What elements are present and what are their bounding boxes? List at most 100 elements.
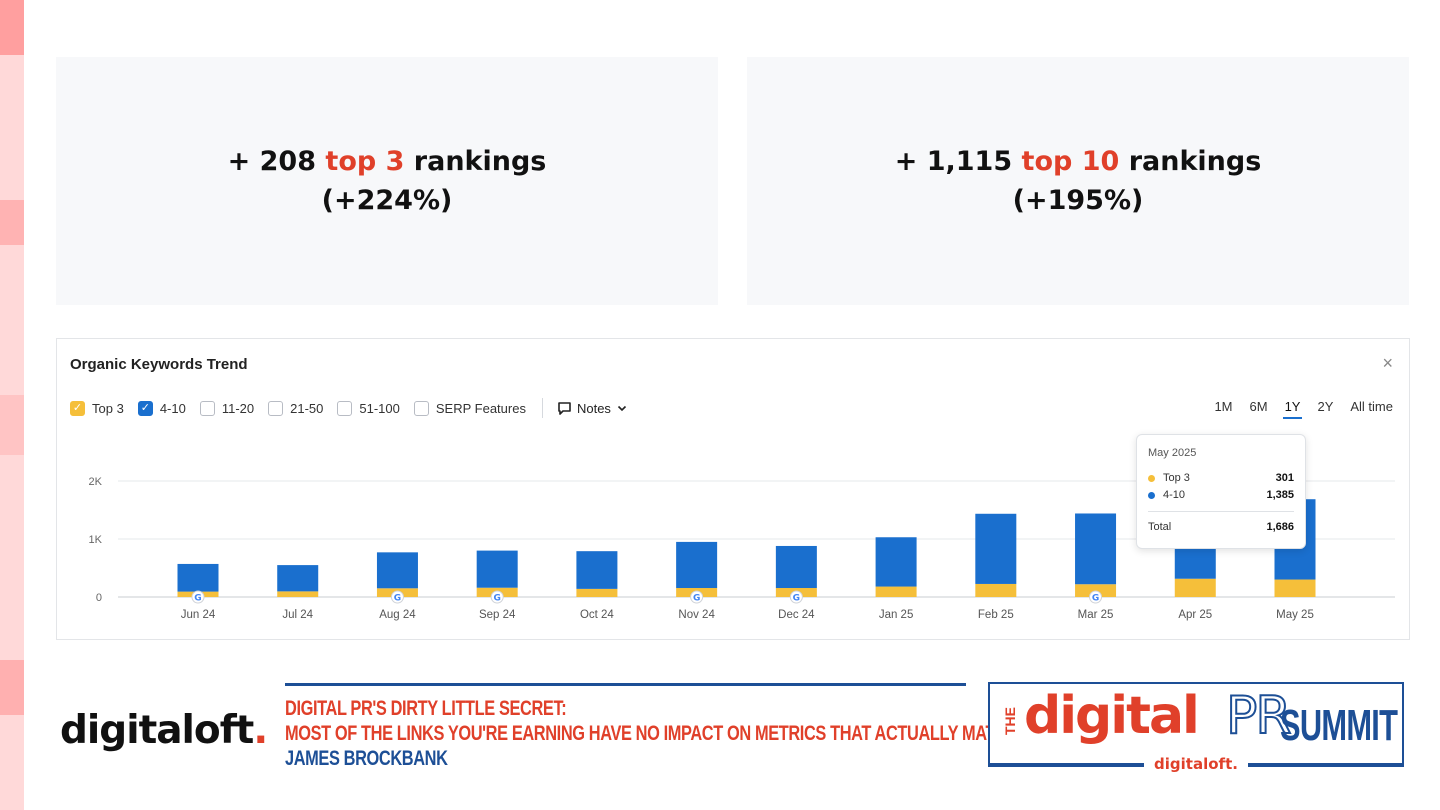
google-update-icon[interactable]: G: [490, 590, 504, 604]
tooltip-value: 301: [1275, 472, 1294, 484]
filter-51-100[interactable]: 51-100: [337, 400, 400, 416]
bar-4-10[interactable]: [576, 551, 618, 589]
google-update-icon[interactable]: G: [191, 590, 205, 604]
speaker-name: JAMES BROCKBANK: [285, 747, 448, 770]
svg-text:G: G: [493, 594, 500, 604]
bar-top-3[interactable]: [1274, 579, 1316, 597]
stat-percent: (+195%): [1012, 185, 1144, 216]
tooltip-label: Top 3: [1163, 472, 1190, 484]
stat-highlight: top 3: [325, 146, 405, 177]
tooltip-total-value: 1,686: [1266, 521, 1294, 533]
y-tick-label: 0: [96, 592, 102, 604]
stat-count: + 208: [227, 146, 326, 177]
summit-pr: PR: [1225, 685, 1292, 747]
svg-text:G: G: [394, 594, 401, 604]
svg-text:G: G: [693, 594, 700, 604]
filter-4-10[interactable]: ✓ 4-10: [137, 400, 186, 416]
bar-top-3[interactable]: [277, 591, 319, 597]
stat-suffix: rankings: [1119, 146, 1262, 177]
bar-4-10[interactable]: [177, 563, 219, 592]
chevron-down-icon: [617, 405, 627, 412]
range-tab-6m[interactable]: 6M: [1249, 399, 1268, 414]
tooltip-title: May 2025: [1148, 447, 1197, 459]
tooltip-value: 1,385: [1266, 489, 1294, 501]
checkbox-checked-icon[interactable]: ✓: [137, 400, 153, 416]
bar-4-10[interactable]: [1075, 513, 1117, 585]
range-tab-1m[interactable]: 1M: [1214, 399, 1233, 414]
bar-top-3[interactable]: [975, 583, 1017, 597]
bar-top-3[interactable]: [1174, 578, 1216, 597]
summit-sub-brand: digitaloft.: [1144, 755, 1248, 773]
checkbox-checked-icon[interactable]: ✓: [70, 400, 85, 416]
bar-top-3[interactable]: [875, 586, 917, 597]
panel-title: Organic Keywords Trend: [70, 356, 248, 373]
brand-dot: .: [253, 708, 268, 753]
stat-text: + 1,115 top 10 rankings (+195%): [895, 142, 1262, 220]
tooltip-row-total: Total 1,686: [1148, 520, 1294, 534]
range-tab-1y[interactable]: 1Y: [1282, 399, 1303, 419]
range-tabs: 1M 6M 1Y 2Y All time: [1197, 399, 1393, 419]
bar-4-10[interactable]: [476, 550, 518, 588]
stat-card-top10: + 1,115 top 10 rankings (+195%): [747, 57, 1409, 305]
brand-name: digitaloft: [60, 708, 254, 753]
range-tab-2y[interactable]: 2Y: [1317, 399, 1334, 414]
bar-4-10[interactable]: [975, 513, 1017, 584]
checkbox-icon[interactable]: [413, 400, 429, 416]
google-update-icon[interactable]: G: [690, 590, 704, 604]
range-tab-all-time[interactable]: All time: [1350, 399, 1393, 414]
stat-count: + 1,115: [894, 146, 1022, 177]
filter-label: 4-10: [159, 400, 186, 416]
close-icon[interactable]: ×: [1382, 353, 1393, 373]
filter-top3[interactable]: ✓ Top 3: [70, 400, 124, 416]
talk-headline: DIGITAL PR'S DIRTY LITTLE SECRET: MOST O…: [285, 683, 1027, 771]
filter-21-50[interactable]: 21-50: [268, 400, 324, 416]
x-tick-label: Apr 25: [1178, 609, 1212, 621]
svg-text:G: G: [1092, 594, 1099, 604]
google-update-icon[interactable]: G: [390, 590, 404, 604]
tooltip-row-top3: Top 3 301: [1148, 471, 1294, 485]
svg-text:G: G: [194, 594, 201, 604]
x-tick-label: Sep 24: [479, 609, 516, 621]
x-tick-label: Mar 25: [1078, 609, 1114, 621]
notes-label: Notes: [576, 400, 611, 416]
bar-4-10[interactable]: [676, 541, 718, 589]
digitaloft-logo: digitaloft.: [60, 708, 268, 753]
bar-top-3[interactable]: [576, 588, 618, 597]
stat-card-top3: + 208 top 3 rankings (+224%): [56, 57, 718, 305]
notes-button[interactable]: Notes: [557, 401, 633, 416]
y-tick-label: 1K: [89, 534, 103, 546]
filter-serp-features[interactable]: SERP Features: [413, 400, 526, 416]
filter-label: SERP Features: [435, 400, 526, 416]
google-update-icon[interactable]: G: [1089, 590, 1103, 604]
filter-label: 11-20: [221, 400, 255, 416]
tooltip-row-4-10: 4-10 1,385: [1148, 488, 1294, 502]
checkbox-icon[interactable]: [268, 400, 284, 416]
y-tick-label: 2K: [89, 476, 103, 488]
chart-tooltip: May 2025 Top 3 301 4-10 1,385 Total 1,68…: [1136, 434, 1306, 549]
x-tick-label: Jun 24: [181, 609, 216, 621]
filter-11-20[interactable]: 11-20: [199, 400, 255, 416]
digital-pr-summit-logo: THE digital PR SUMMIT digitaloft.: [988, 682, 1404, 773]
google-update-icon[interactable]: G: [789, 590, 803, 604]
x-tick-label: Aug 24: [379, 609, 416, 621]
divider: [541, 398, 543, 418]
bar-4-10[interactable]: [376, 552, 418, 589]
x-tick-label: Nov 24: [678, 609, 715, 621]
bar-4-10[interactable]: [875, 537, 917, 587]
tooltip-divider: [1148, 511, 1294, 512]
tooltip-label: 4-10: [1163, 489, 1186, 501]
summit-the: THE: [1002, 707, 1018, 735]
filter-label: 21-50: [290, 400, 324, 416]
x-tick-label: Jan 25: [879, 609, 914, 621]
comment-icon: [558, 401, 571, 415]
x-tick-label: Oct 24: [580, 609, 614, 621]
checkbox-icon[interactable]: [199, 400, 215, 416]
stat-suffix: rankings: [404, 146, 547, 177]
bar-4-10[interactable]: [277, 565, 319, 592]
checkbox-icon[interactable]: [337, 400, 353, 416]
x-tick-label: Jul 24: [282, 609, 313, 621]
summit-word: SUMMIT: [1280, 701, 1398, 750]
blue-dot-icon: [1148, 491, 1155, 499]
bar-4-10[interactable]: [775, 545, 817, 589]
filter-row: ✓ Top 3 ✓ 4-10 11-20 21-50 51-100 SERP F…: [70, 398, 633, 418]
